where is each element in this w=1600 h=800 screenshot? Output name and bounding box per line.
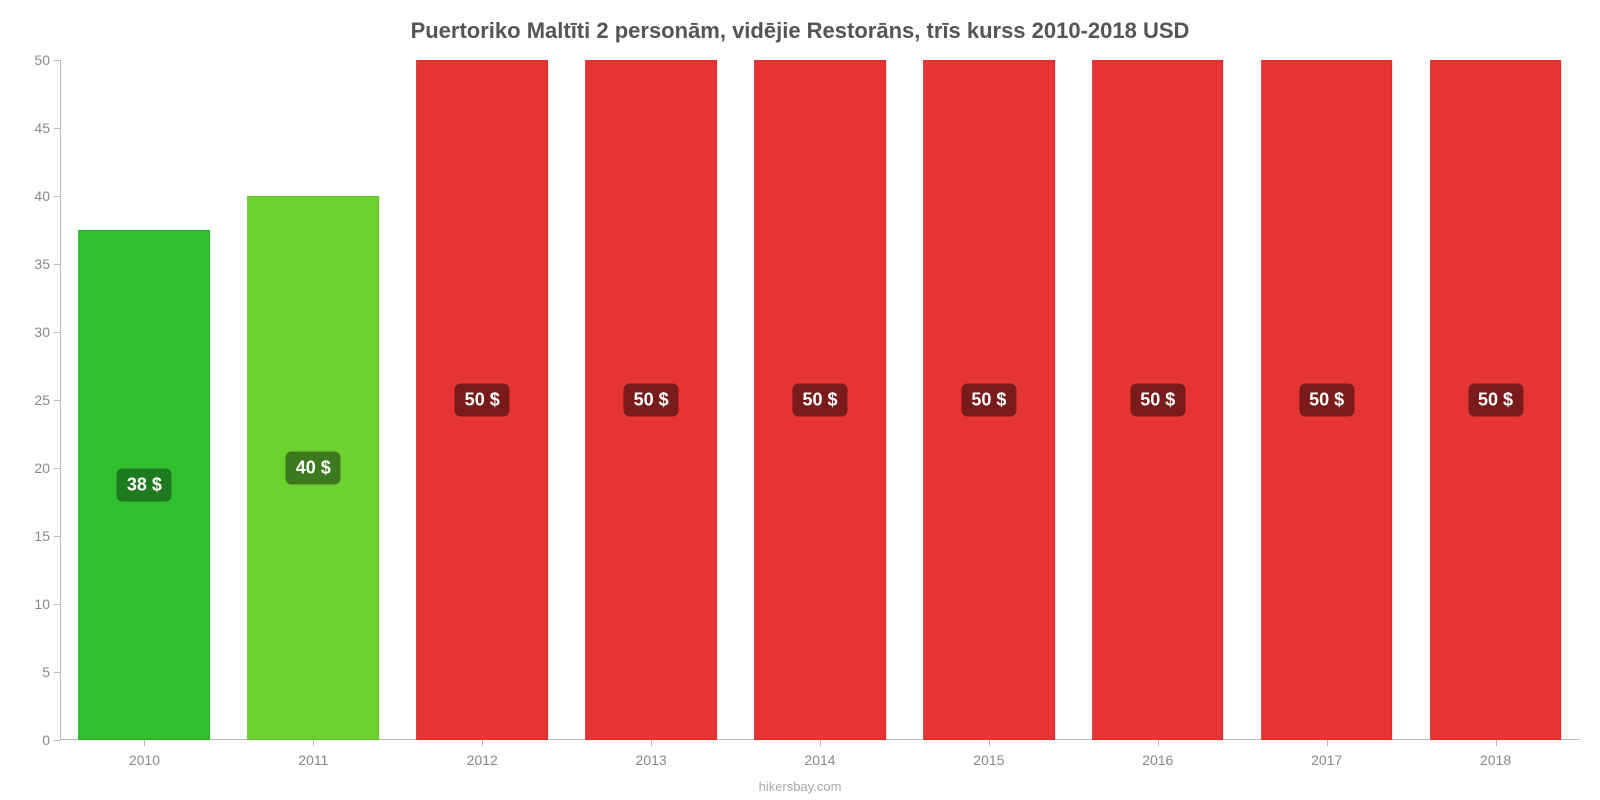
bar-slot: 50 $2017 [1242,60,1411,740]
y-tick-mark [54,60,60,61]
source-label: hikersbay.com [0,779,1600,794]
bars-group: 38 $201040 $201150 $201250 $201350 $2014… [60,60,1580,740]
bar-slot: 50 $2014 [736,60,905,740]
bar-value-badge: 40 $ [286,452,341,485]
bar-slot: 50 $2015 [904,60,1073,740]
bar-slot: 50 $2013 [567,60,736,740]
x-tick-mark [313,740,314,746]
x-tick-mark [482,740,483,746]
y-tick-mark [54,740,60,741]
y-tick-mark [54,128,60,129]
plot-area: 38 $201040 $201150 $201250 $201350 $2014… [60,60,1580,740]
y-tick-mark [54,196,60,197]
y-tick-mark [54,264,60,265]
bar-slot: 50 $2018 [1411,60,1580,740]
bar-value-badge: 50 $ [1468,384,1523,417]
y-tick-mark [54,400,60,401]
y-tick-mark [54,536,60,537]
x-tick-mark [651,740,652,746]
x-tick-mark [1158,740,1159,746]
x-tick-mark [989,740,990,746]
x-tick-mark [1327,740,1328,746]
y-tick-mark [54,468,60,469]
bar-value-badge: 38 $ [117,469,172,502]
bar-value-badge: 50 $ [624,384,679,417]
bar-slot: 50 $2016 [1073,60,1242,740]
bar-value-badge: 50 $ [792,384,847,417]
bar-slot: 38 $2010 [60,60,229,740]
bar-value-badge: 50 $ [455,384,510,417]
chart-title: Puertoriko Maltīti 2 personām, vidējie R… [0,18,1600,44]
y-tick-mark [54,332,60,333]
bar-slot: 40 $2011 [229,60,398,740]
bar-slot: 50 $2012 [398,60,567,740]
x-tick-mark [144,740,145,746]
bar-value-badge: 50 $ [1130,384,1185,417]
x-tick-mark [1496,740,1497,746]
x-tick-mark [820,740,821,746]
y-tick-mark [54,604,60,605]
bar-value-badge: 50 $ [1299,384,1354,417]
bar-value-badge: 50 $ [961,384,1016,417]
chart-container: Puertoriko Maltīti 2 personām, vidējie R… [0,0,1600,800]
y-tick-mark [54,672,60,673]
